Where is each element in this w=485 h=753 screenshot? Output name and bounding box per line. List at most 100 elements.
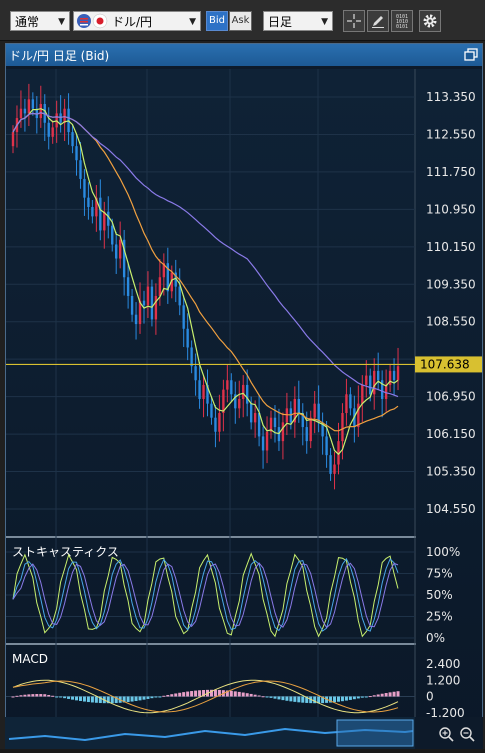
macd-histogram-bar — [388, 692, 392, 697]
bid-button-label: Bid — [209, 15, 225, 26]
current-price-label: 107.638 — [420, 357, 470, 371]
macd-histogram-bar — [170, 694, 174, 697]
candle-body — [35, 108, 39, 119]
macd-histogram-bar — [110, 696, 114, 704]
candle-body — [79, 160, 82, 179]
candle-body — [392, 370, 396, 381]
macd-histogram-bar — [94, 696, 98, 703]
stochastics-title: ストキャスティクス — [12, 545, 119, 559]
candle-body — [341, 413, 344, 442]
macd-histogram-bar — [360, 696, 364, 698]
macd-histogram-bar — [392, 691, 396, 697]
candle-body — [253, 413, 257, 423]
candle-body — [329, 455, 332, 474]
macd-histogram-bar — [261, 696, 265, 698]
macd-histogram-bar — [11, 696, 15, 698]
candle-body — [87, 197, 90, 208]
macd-histogram-bar — [301, 696, 305, 703]
stoch-tick-label: 100% — [426, 545, 460, 559]
price-tick-label: 110.150 — [426, 240, 476, 254]
macd-histogram-bar — [67, 696, 71, 699]
chevron-down-icon: ▼ — [321, 17, 328, 27]
candle-body — [269, 417, 273, 432]
macd-histogram-bar — [317, 696, 321, 704]
macd-histogram-bar — [59, 696, 63, 698]
candle-body — [126, 277, 130, 296]
macd-histogram-bar — [86, 696, 90, 703]
macd-histogram-bar — [273, 696, 277, 699]
macd-histogram-bar — [63, 696, 67, 699]
candle-body — [134, 314, 138, 325]
macd-histogram-bar — [396, 691, 400, 697]
price-tick-label: 110.950 — [426, 202, 476, 216]
macd-histogram-bar — [31, 694, 35, 697]
candle-body — [396, 366, 400, 381]
candle-body — [246, 384, 249, 404]
candle-body — [63, 108, 66, 123]
chart-plot[interactable]: ストキャスティクス MACD 113.350 112.550 111.750 110.… — [6, 69, 482, 749]
ask-button[interactable]: Ask — [229, 11, 252, 31]
candle-body — [376, 370, 380, 381]
chart-title: ドル/円 日足 (Bid) — [9, 49, 110, 63]
binary-data-icon: 0101 1010 0101 — [396, 14, 408, 30]
chart-titlebar: ドル/円 日足 (Bid) — [6, 44, 482, 66]
macd-histogram-bar — [213, 689, 217, 697]
macd-panel: MACD — [11, 652, 400, 714]
price-tick-label: 109.350 — [426, 277, 476, 291]
candle-body — [325, 436, 328, 456]
candle-body — [103, 211, 106, 231]
candle-body — [47, 122, 50, 137]
zoom-out-icon[interactable] — [460, 727, 475, 742]
toolbar: 通常 ▼ ドル/円 ▼ Bid Ask 日足 ▼ — [0, 0, 485, 41]
macd-histogram-bar — [142, 696, 146, 700]
candle-body — [301, 413, 304, 428]
candle-body — [210, 403, 213, 418]
macd-histogram-bar — [380, 693, 384, 697]
pair-select[interactable]: ドル/円 ▼ — [73, 11, 201, 31]
navigator-strip[interactable] — [5, 717, 483, 749]
macd-histogram-bar — [71, 696, 75, 700]
chart-window: ドル/円 日足 (Bid) ストキャスティクス MACD 113.350 112.… — [5, 43, 483, 749]
macd-histogram-bar — [265, 696, 269, 698]
macd-histogram-bar — [293, 696, 297, 702]
macd-histogram-bar — [126, 696, 130, 703]
macd-histogram-bar — [174, 693, 178, 697]
candle-body — [71, 132, 74, 147]
candle-body — [357, 403, 360, 428]
bid-button[interactable]: Bid — [206, 11, 228, 31]
macd-histogram-bar — [114, 696, 118, 704]
macd-histogram-bar — [257, 695, 261, 697]
timeframe-select[interactable]: 日足 ▼ — [263, 11, 333, 31]
macd-histogram-bar — [198, 690, 202, 697]
macd-histogram-bar — [305, 696, 309, 703]
data-button[interactable]: 0101 1010 0101 — [391, 10, 413, 32]
flag-pair-icon — [77, 13, 108, 29]
mode-select[interactable]: 通常 ▼ — [10, 11, 70, 31]
macd-line — [12, 679, 399, 714]
macd-histogram-bar — [158, 696, 162, 698]
macd-histogram-bar — [376, 694, 380, 697]
draw-button[interactable] — [367, 10, 389, 32]
candle-body — [27, 99, 31, 114]
settings-button[interactable] — [419, 10, 441, 32]
candle-body — [107, 211, 110, 226]
candle-body — [95, 197, 98, 217]
candle-body — [142, 300, 146, 306]
macd-histogram-bar — [269, 696, 273, 698]
crosshair-button[interactable] — [343, 10, 365, 32]
candle-body — [369, 375, 372, 395]
macd-histogram-bar — [297, 696, 301, 703]
navigator-window[interactable] — [336, 719, 414, 747]
macd-histogram-bar — [225, 690, 229, 697]
macd-histogram-bar — [313, 696, 317, 704]
candle-body — [313, 403, 316, 418]
zoom-in-icon[interactable] — [439, 727, 454, 742]
macd-histogram-bar — [90, 696, 94, 703]
macd-histogram-bar — [289, 696, 293, 702]
candle-body — [182, 305, 185, 329]
stoch-k-line — [12, 552, 399, 638]
navigator-overview[interactable] — [5, 717, 483, 749]
macd-histogram-bar — [182, 692, 186, 697]
macd-signal-line — [12, 680, 399, 713]
restore-window-icon[interactable] — [464, 48, 478, 62]
